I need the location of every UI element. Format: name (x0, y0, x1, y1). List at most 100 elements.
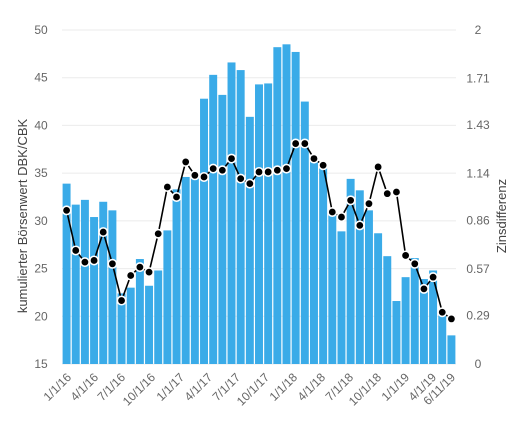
line-marker (272, 165, 283, 176)
bar (190, 175, 199, 364)
bar (99, 201, 108, 364)
left-tick-label: 40 (34, 118, 48, 132)
bar (401, 277, 410, 364)
bar (410, 258, 419, 364)
line-marker (217, 165, 228, 176)
bar (245, 116, 254, 364)
x-tick-label: 1/1/18 (267, 370, 301, 404)
x-tick-label: 4/1/17 (182, 370, 216, 404)
line-marker (61, 205, 72, 216)
x-tick-label: 10/1/16 (120, 370, 158, 408)
right-tick-label: 1.43 (466, 118, 490, 132)
left-axis-ticks: 15 20 25 30 35 40 45 50 (34, 23, 48, 371)
bar (328, 209, 337, 364)
line-marker (235, 173, 246, 184)
right-axis-ticks: 0 0.29 0.57 0.86 1.14 1.43 1.71 2 (466, 23, 490, 371)
line-marker (171, 192, 182, 203)
right-tick-label: 1.14 (466, 167, 490, 181)
bar (429, 270, 438, 364)
left-tick-label: 25 (34, 262, 48, 276)
right-tick-label: 0 (475, 357, 482, 371)
bar (80, 199, 89, 364)
left-axis-title: kumulierter Börsenwert DBK/CBK (15, 119, 30, 314)
right-tick-label: 0.29 (466, 309, 490, 323)
line-marker (345, 195, 356, 206)
bar (255, 84, 263, 364)
line-marker (98, 227, 109, 238)
left-tick-label: 45 (34, 71, 48, 85)
bar (135, 259, 144, 364)
bar (236, 70, 245, 364)
bar (126, 287, 135, 364)
line-marker (116, 295, 127, 306)
bar (200, 98, 209, 365)
line-marker (363, 198, 374, 209)
x-tick-label: 4/1/16 (68, 370, 102, 404)
line-marker (400, 250, 411, 261)
line-marker (318, 160, 329, 171)
left-tick-label: 15 (34, 357, 48, 371)
line-marker (327, 207, 338, 218)
bar (282, 44, 291, 365)
bar (163, 230, 172, 364)
right-tick-label: 0.86 (466, 213, 490, 227)
bar (419, 279, 428, 364)
bar (145, 285, 154, 364)
line-marker (299, 138, 310, 149)
bar (447, 335, 456, 364)
x-tick-label: 1/1/19 (379, 370, 413, 404)
line-marker (382, 188, 393, 199)
line-marker (437, 307, 448, 318)
line-marker (446, 313, 457, 324)
line-marker (180, 156, 191, 167)
bar (319, 166, 328, 364)
bar (374, 233, 383, 364)
left-tick-label: 35 (34, 166, 48, 180)
left-tick-label: 20 (34, 309, 48, 323)
left-tick-label: 50 (34, 23, 48, 37)
bar (209, 74, 218, 364)
line-marker (308, 153, 319, 164)
bar (71, 204, 80, 364)
bar (392, 301, 401, 364)
bar (383, 256, 392, 364)
line-marker (107, 258, 118, 269)
line-marker (134, 262, 145, 273)
right-tick-label: 2 (475, 23, 482, 37)
bar (108, 210, 117, 364)
line-marker (226, 153, 237, 164)
bar (309, 157, 318, 364)
bar (62, 183, 71, 364)
right-tick-label: 1.71 (466, 71, 490, 85)
line-marker (199, 171, 210, 182)
bar (273, 47, 282, 364)
line-marker (162, 181, 173, 192)
line-marker (428, 272, 439, 283)
bar (264, 83, 273, 364)
line-marker (418, 283, 429, 294)
bar (172, 189, 181, 364)
line-marker (70, 245, 81, 256)
line-marker (144, 267, 155, 278)
bar (364, 210, 373, 364)
line-marker (409, 258, 420, 269)
line-marker (153, 228, 164, 239)
line-marker (244, 178, 255, 189)
bar (346, 178, 355, 364)
bar (438, 312, 447, 364)
x-tick-label: 1/1/16 (41, 370, 75, 404)
line-marker (354, 220, 365, 231)
right-tick-label: 0.57 (466, 262, 490, 276)
x-tick-label: 4/1/18 (295, 370, 329, 404)
x-axis-ticks: 1/1/164/1/167/1/1610/1/161/1/174/1/177/1… (41, 370, 459, 408)
x-tick-label: 1/1/17 (154, 370, 188, 404)
bar (291, 51, 300, 364)
line-marker (208, 163, 219, 174)
line-marker (373, 161, 384, 172)
right-axis-title: Zinsdifferenz (494, 179, 509, 253)
bar-series (62, 44, 456, 365)
bar (355, 190, 364, 364)
bar (337, 231, 346, 364)
bar (181, 176, 190, 364)
